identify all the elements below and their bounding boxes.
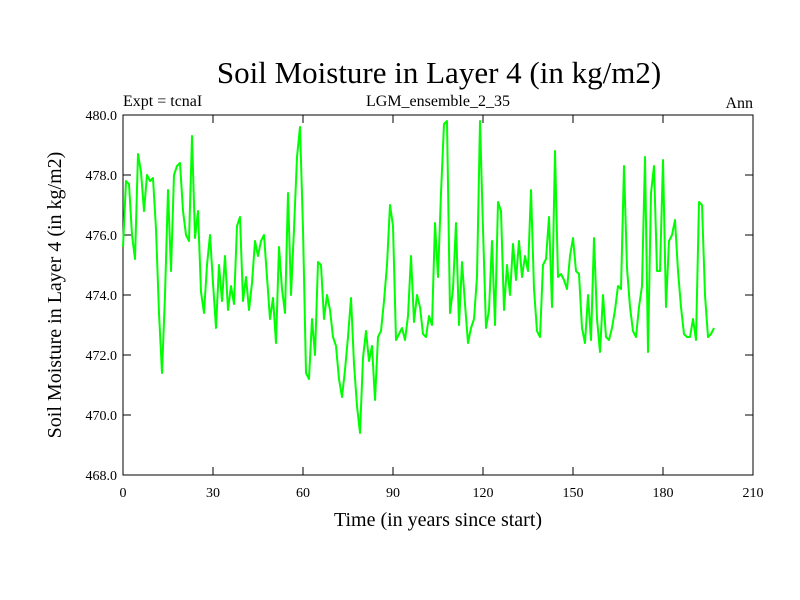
x-tick-label: 0	[120, 486, 127, 501]
x-tick-label: 90	[386, 486, 400, 501]
y-tick-label: 468.0	[86, 469, 118, 484]
y-tick-label: 472.0	[86, 349, 118, 364]
y-tick-label: 470.0	[86, 409, 118, 424]
x-tick-label: 210	[743, 486, 764, 501]
x-axis-label: Time (in years since start)	[334, 509, 542, 531]
x-tick-label: 30	[206, 486, 220, 501]
x-tick-label: 180	[653, 486, 674, 501]
x-tick-label: 120	[473, 486, 494, 501]
y-tick-label: 478.0	[86, 169, 118, 184]
chart-title: Soil Moisture in Layer 4 (in kg/m2)	[217, 55, 661, 90]
y-axis-label: Soil Moisture in Layer 4 (in kg/m2)	[44, 152, 66, 439]
x-axis: 0 30 60 90 120 150 180 210	[120, 115, 764, 501]
y-tick-label: 480.0	[86, 109, 118, 124]
ensemble-label: LGM_ensemble_2_35	[366, 93, 510, 110]
season-label: Ann	[725, 95, 753, 112]
y-axis: 468.0 470.0 472.0 474.0 476.0 478.0 480.0	[86, 109, 753, 484]
x-tick-label: 150	[563, 486, 584, 501]
y-tick-label: 476.0	[86, 229, 118, 244]
x-tick-label: 60	[296, 486, 310, 501]
experiment-label: Expt = tcnaI	[123, 93, 202, 110]
y-tick-label: 474.0	[86, 289, 118, 304]
soil-moisture-line	[122, 120, 715, 434]
